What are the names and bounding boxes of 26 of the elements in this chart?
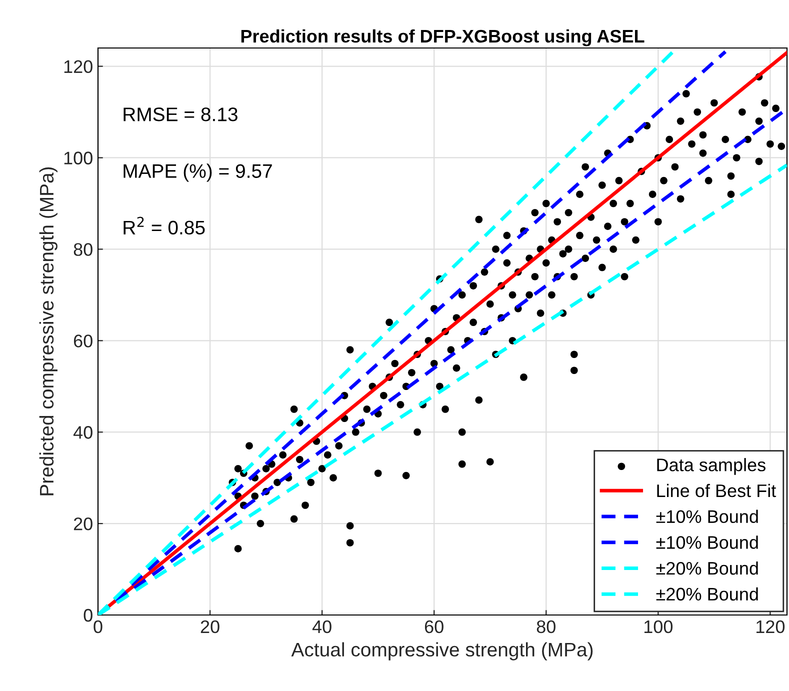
x-tick-label: 60 — [424, 620, 444, 634]
y-tick-label: 60 — [74, 334, 92, 348]
x-tick-label: 20 — [200, 620, 220, 634]
legend-label: Line of Best Fit — [657, 484, 776, 498]
x-tick-label: 120 — [756, 620, 785, 634]
chart-title: Prediction results of DFP-XGBoost using ASEL — [241, 29, 644, 46]
annotation: MAPE (%) = 9.57 — [124, 164, 272, 182]
legend-label: ±10% Bound — [656, 510, 758, 524]
x-tick-label: 100 — [644, 620, 673, 634]
legend-label: Data samples — [657, 458, 766, 475]
y-axis-title: Predicted compressive strength (MPa) — [39, 167, 58, 496]
y-tick-label: 80 — [74, 243, 92, 256]
y-tick-label: 0 — [84, 608, 92, 622]
annotation: RMSE = 8.13 — [124, 107, 238, 122]
legend-label: ±20% Bound — [656, 561, 758, 575]
y-tick-label: 20 — [74, 517, 92, 530]
y-tick-label: 40 — [73, 426, 92, 439]
y-tick-label: 120 — [64, 60, 92, 74]
x-tick-label: 40 — [312, 620, 332, 634]
legend-label: ±20% Bound — [656, 587, 758, 601]
x-tick-label: 0 — [94, 620, 102, 634]
x-axis-title: Actual compressive strength (MPa) — [291, 642, 593, 660]
annotation: R$^{2}$ = 0.85 — [124, 216, 205, 235]
x-tick-label: 80 — [536, 620, 556, 634]
y-tick-label: 100 — [64, 152, 92, 164]
legend-label: ±10% Bound — [656, 536, 758, 549]
